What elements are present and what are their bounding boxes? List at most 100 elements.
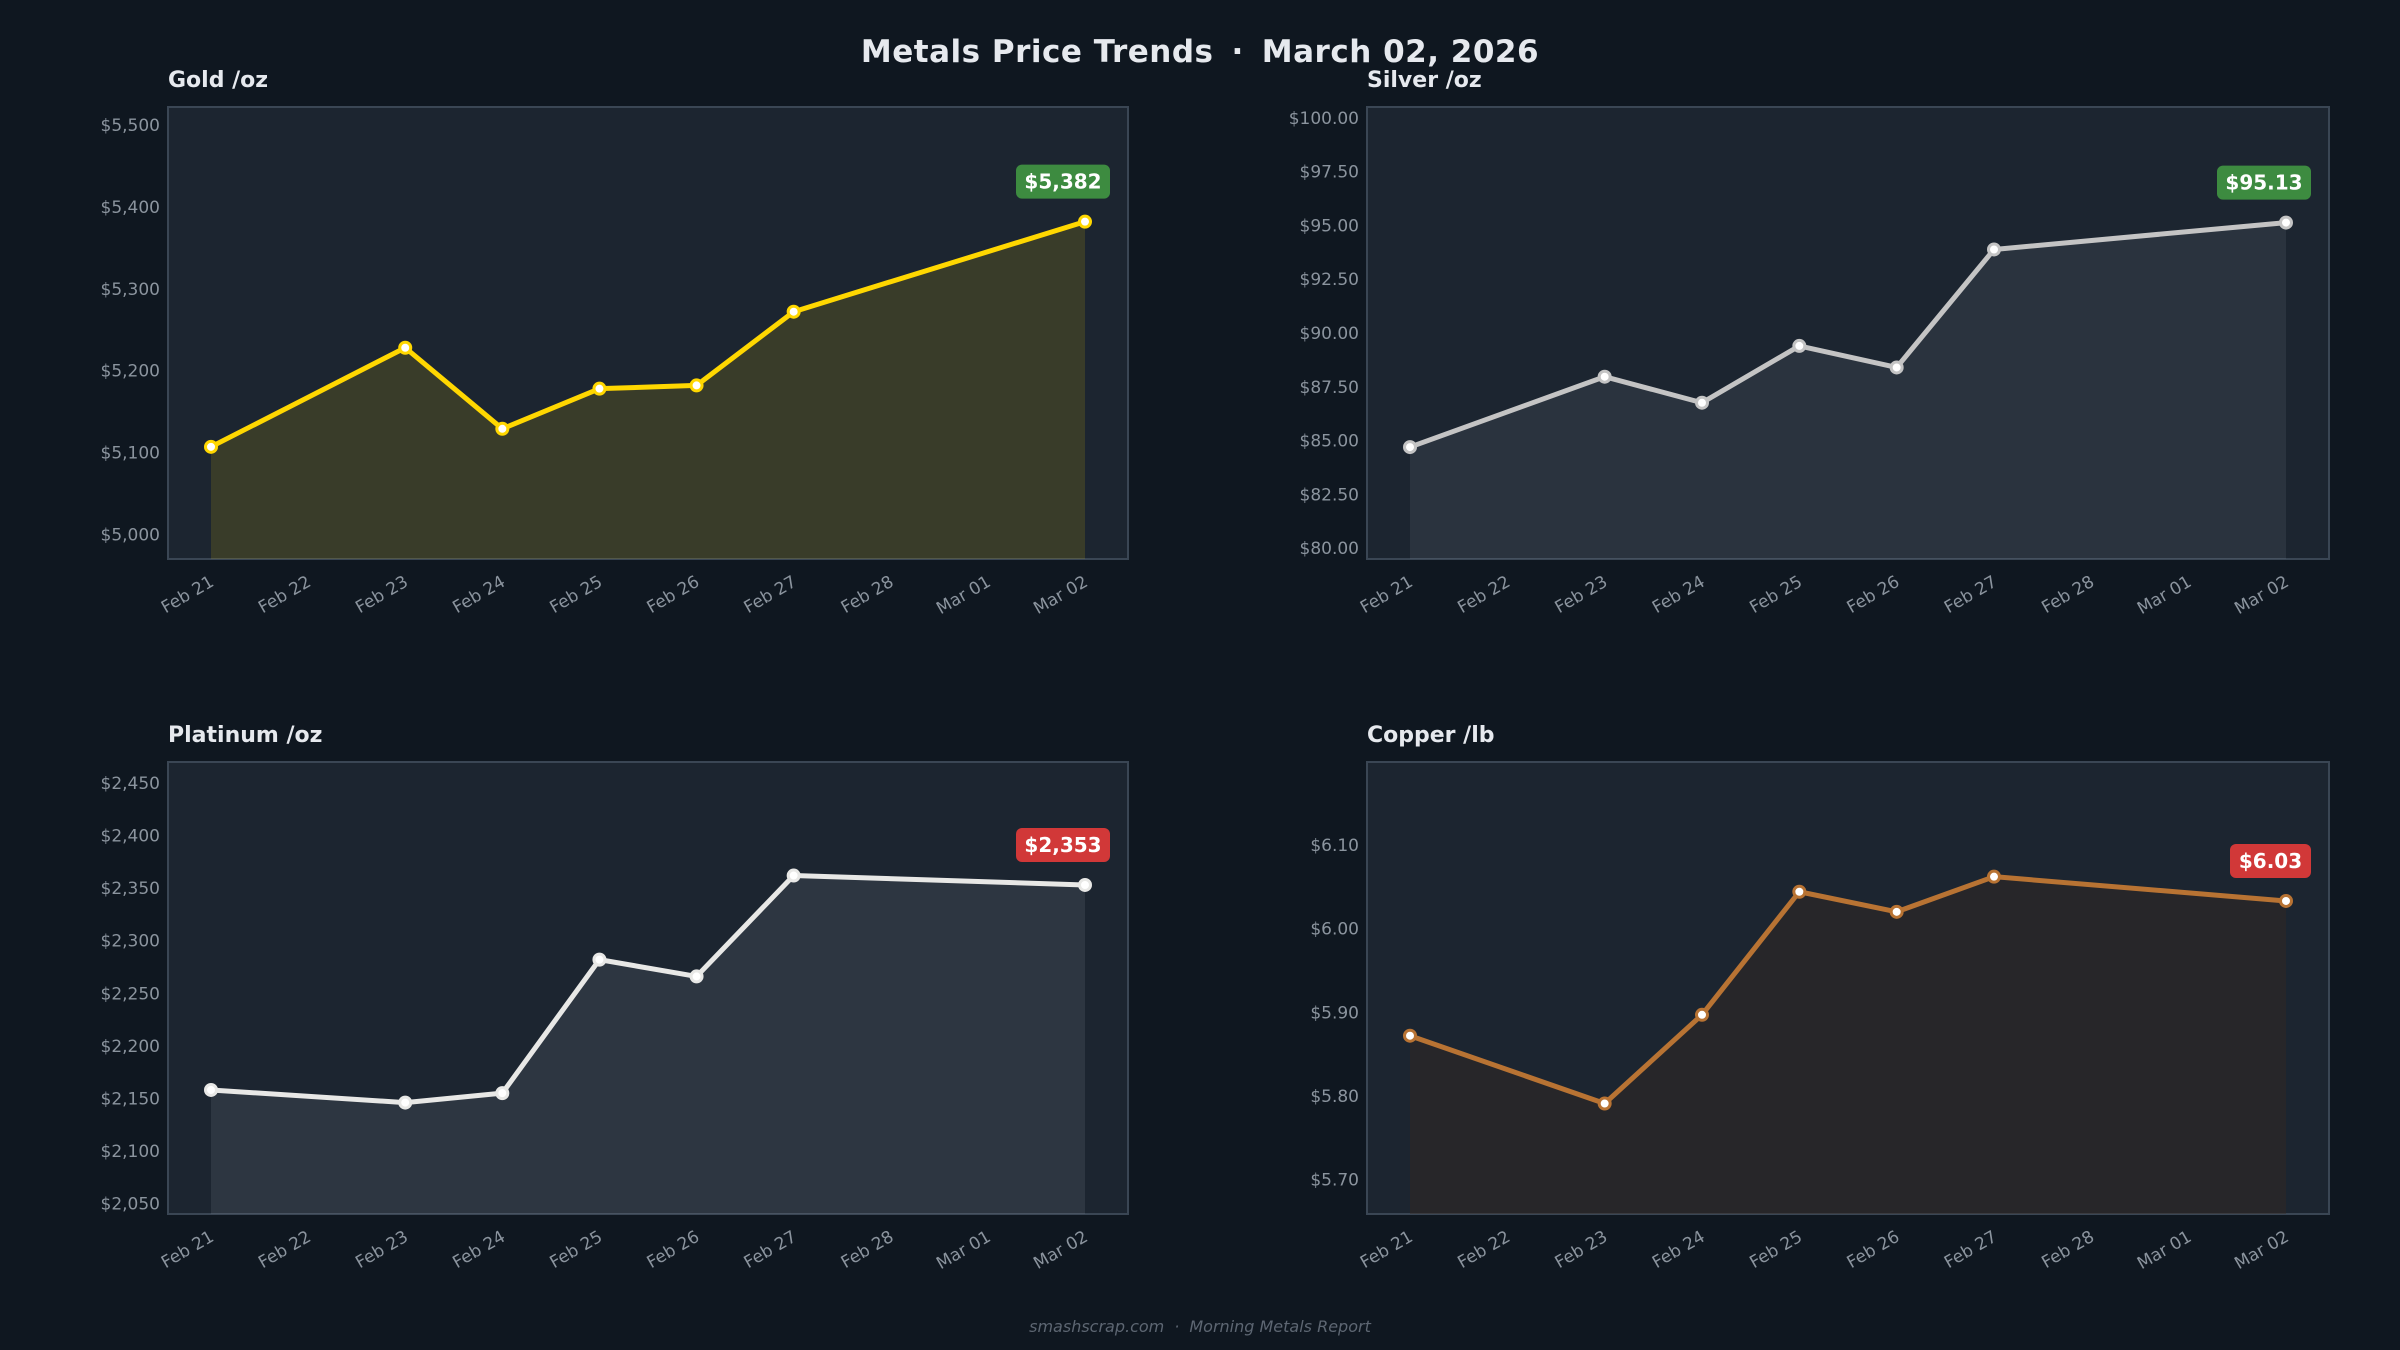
- y-tick-label: $100.00: [1289, 109, 1359, 129]
- x-tick-label: Feb 22: [1454, 572, 1513, 618]
- y-tick-label: $85.00: [1300, 432, 1359, 452]
- plot-area: [1366, 106, 2330, 560]
- data-point: [204, 1082, 218, 1097]
- data-point: [689, 378, 704, 393]
- data-point: [689, 969, 704, 984]
- data-point: [495, 421, 510, 436]
- x-tick-label: Mar 01: [2134, 1227, 2195, 1274]
- x-tick-label: Feb 25: [1746, 572, 1805, 618]
- last-price-badge: $95.13: [2217, 165, 2311, 200]
- data-point: [398, 1095, 413, 1110]
- last-price-badge: $5,382: [1016, 164, 1110, 199]
- chart-panel-0: Gold /oz $5,000 $5,100 $5,200 $5,300 $5,400 $5…: [101, 68, 1129, 619]
- badge-background: [1016, 827, 1110, 862]
- data-point: [398, 340, 413, 355]
- panel-title: Platinum /oz: [168, 723, 322, 748]
- y-tick-label: $2,450: [101, 774, 160, 794]
- footer-report: Morning Metals Report: [1189, 1317, 1371, 1336]
- y-tick-label: $80.00: [1300, 539, 1359, 559]
- data-point: [592, 381, 607, 396]
- y-tick-label: $5,100: [101, 444, 160, 464]
- y-tick-label: $5,300: [101, 280, 160, 300]
- panel-title: Gold /oz: [168, 68, 268, 93]
- y-tick-label: $5.70: [1310, 1171, 1359, 1191]
- data-point: [1792, 338, 1807, 353]
- x-tick-label: Mar 01: [933, 1227, 994, 1274]
- badge-label: $95.13: [2225, 171, 2302, 195]
- y-tick-label: $2,100: [101, 1142, 160, 1162]
- x-tick-label: Feb 27: [1941, 1227, 2000, 1273]
- chart-panel-2: Platinum /oz $2,050 $2,100 $2,150 $2,200 $2,2…: [101, 723, 1129, 1274]
- panel-title: Silver /oz: [1367, 68, 1482, 93]
- footer-site: smashscrap.com: [1029, 1317, 1165, 1336]
- x-tick-label: Mar 01: [933, 572, 994, 619]
- y-tick-label: $5.90: [1310, 1003, 1359, 1023]
- data-point: [2279, 893, 2293, 908]
- x-tick-label: Feb 21: [1357, 1227, 1416, 1273]
- y-tick-label: $97.50: [1300, 163, 1359, 183]
- y-tick-label: $2,300: [101, 932, 160, 952]
- data-point: [1987, 869, 2001, 884]
- area-fill: [1410, 876, 2286, 1214]
- badge-label: $5,382: [1024, 170, 1101, 194]
- x-tick-label: Feb 21: [1357, 572, 1416, 618]
- x-tick-label: Feb 22: [255, 1227, 314, 1273]
- x-tick-label: Feb 26: [644, 572, 703, 618]
- page-title: Metals Price Trends · March 02, 2026: [0, 34, 2400, 70]
- x-tick-label: Feb 26: [644, 1227, 703, 1273]
- data-point: [1987, 242, 2001, 257]
- y-tick-label: $2,050: [101, 1194, 160, 1214]
- x-tick-label: Feb 24: [1649, 1227, 1708, 1273]
- data-point: [1403, 440, 1417, 455]
- x-tick-label: Feb 27: [741, 1227, 800, 1273]
- x-tick-label: Feb 25: [546, 572, 605, 618]
- data-point: [1078, 214, 1092, 229]
- last-price-badge: $2,353: [1016, 827, 1110, 862]
- plot-area: [167, 761, 1129, 1215]
- x-tick-label: Mar 02: [1030, 1227, 1091, 1274]
- badge-background: [2217, 165, 2311, 200]
- x-tick-label: Feb 23: [1552, 572, 1611, 618]
- x-tick-label: Mar 02: [2231, 572, 2292, 619]
- badge-background: [1016, 164, 1110, 199]
- area-fill: [211, 221, 1085, 559]
- x-tick-label: Feb 23: [352, 1227, 411, 1273]
- panel-title: Copper /lb: [1367, 723, 1495, 748]
- x-tick-label: Mar 02: [2231, 1227, 2292, 1274]
- last-price-badge: $6.03: [2230, 843, 2311, 878]
- data-point: [1597, 1096, 1612, 1111]
- data-point: [592, 952, 607, 967]
- x-tick-label: Feb 23: [1552, 1227, 1611, 1273]
- data-point: [1597, 369, 1612, 384]
- y-tick-label: $2,200: [101, 1037, 160, 1057]
- chart-panel-3: Copper /lb $5.70 $5.80 $5.90 $6.00 $6.10 Feb 2…: [1310, 723, 2330, 1274]
- y-tick-label: $2,400: [101, 827, 160, 847]
- data-point: [786, 868, 801, 883]
- x-tick-label: Mar 02: [1030, 572, 1091, 619]
- title-text: Metals Price Trends: [860, 34, 1214, 70]
- area-fill: [1410, 222, 2286, 559]
- data-point: [2279, 215, 2293, 230]
- chart-panel-1: Silver /oz $80.00 $82.50 $85.00 $87.50 $90.00…: [1289, 68, 2330, 619]
- x-tick-label: Feb 26: [1844, 572, 1903, 618]
- y-tick-label: $2,350: [101, 879, 160, 899]
- y-tick-label: $6.10: [1310, 836, 1359, 856]
- plot-area: [167, 106, 1129, 560]
- x-tick-label: Feb 27: [741, 572, 800, 618]
- y-tick-label: $82.50: [1300, 485, 1359, 505]
- x-tick-label: Feb 26: [1844, 1227, 1903, 1273]
- x-tick-label: Feb 22: [1454, 1227, 1513, 1273]
- y-tick-label: $92.50: [1300, 270, 1359, 290]
- x-tick-label: Feb 24: [449, 572, 508, 618]
- data-point: [204, 439, 218, 454]
- x-tick-label: Feb 28: [2038, 1227, 2097, 1273]
- x-tick-label: Feb 22: [255, 572, 314, 618]
- x-tick-label: Feb 21: [158, 572, 217, 618]
- badge-background: [2230, 843, 2311, 878]
- x-tick-label: Feb 21: [158, 1227, 217, 1273]
- x-tick-label: Feb 28: [838, 572, 897, 618]
- y-tick-label: $90.00: [1300, 324, 1359, 344]
- y-tick-label: $87.50: [1300, 378, 1359, 398]
- x-tick-label: Mar 01: [2134, 572, 2195, 619]
